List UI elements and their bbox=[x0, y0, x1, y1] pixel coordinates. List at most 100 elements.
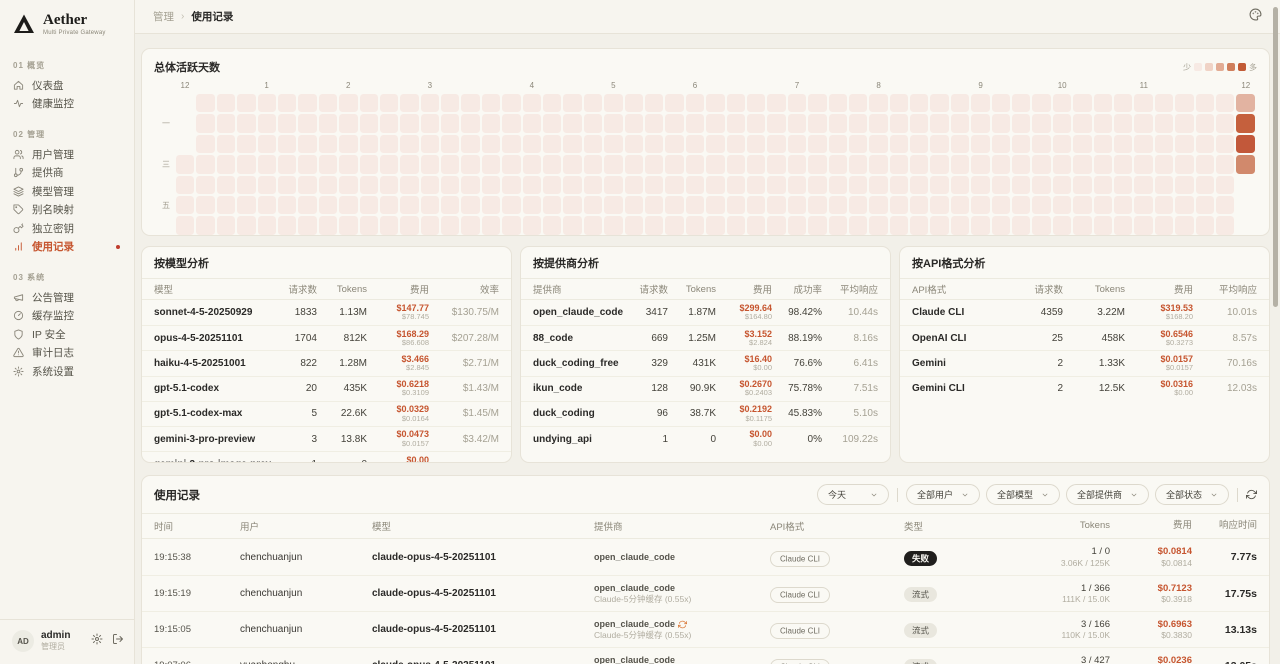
heatmap-cell[interactable] bbox=[400, 175, 419, 194]
heatmap-cell[interactable] bbox=[644, 94, 664, 113]
heatmap-cell[interactable] bbox=[971, 134, 990, 154]
heatmap-cell[interactable] bbox=[1195, 94, 1214, 113]
heatmap-cell[interactable] bbox=[237, 114, 256, 133]
heatmap-cell[interactable] bbox=[196, 94, 215, 113]
heatmap-cell[interactable] bbox=[502, 216, 521, 235]
heatmap-cell[interactable] bbox=[339, 94, 358, 113]
heatmap-cell[interactable] bbox=[930, 175, 949, 194]
heatmap-cell[interactable] bbox=[808, 94, 827, 113]
heatmap-cell[interactable] bbox=[665, 216, 684, 235]
heatmap-cell[interactable] bbox=[379, 175, 399, 194]
heatmap-cell[interactable] bbox=[400, 114, 419, 133]
heatmap-cell[interactable] bbox=[543, 175, 562, 194]
heatmap-cell[interactable] bbox=[1052, 155, 1072, 174]
heatmap-cell[interactable] bbox=[522, 155, 542, 174]
heatmap-cell[interactable] bbox=[318, 155, 338, 174]
heatmap-cell[interactable] bbox=[502, 155, 521, 174]
heatmap-cell[interactable] bbox=[1052, 94, 1072, 113]
heatmap-cell[interactable] bbox=[277, 155, 297, 174]
settings-gear-icon[interactable] bbox=[91, 632, 103, 650]
heatmap-cell[interactable] bbox=[176, 216, 195, 235]
heatmap-cell[interactable] bbox=[1134, 94, 1153, 113]
heatmap-cell[interactable] bbox=[1032, 114, 1051, 133]
heatmap-cell[interactable] bbox=[318, 195, 338, 215]
table-row[interactable]: haiku-4-5-20251001 822 1.28M $3.466 $2.845 $2… bbox=[142, 350, 511, 375]
sidebar-item-用户管理[interactable]: 用户管理 bbox=[0, 145, 134, 164]
heatmap-cell[interactable] bbox=[1052, 175, 1072, 194]
heatmap-cell[interactable] bbox=[461, 114, 480, 133]
heatmap-cell[interactable] bbox=[1175, 134, 1194, 154]
heatmap-cell[interactable] bbox=[257, 134, 276, 154]
heatmap-cell[interactable] bbox=[1113, 134, 1133, 154]
heatmap-cell[interactable] bbox=[1032, 155, 1051, 174]
heatmap-cell[interactable] bbox=[828, 216, 847, 235]
heatmap-cell[interactable] bbox=[1154, 134, 1174, 154]
heatmap-cell[interactable] bbox=[216, 155, 236, 174]
heatmap-cell[interactable] bbox=[1215, 134, 1235, 154]
heatmap-cell[interactable] bbox=[910, 114, 929, 133]
heatmap-cell[interactable] bbox=[950, 216, 970, 235]
heatmap-cell[interactable] bbox=[685, 195, 705, 215]
refresh-icon[interactable] bbox=[1246, 489, 1257, 500]
heatmap-cell[interactable] bbox=[869, 175, 888, 194]
heatmap-cell[interactable] bbox=[400, 195, 419, 215]
heatmap-cell[interactable] bbox=[910, 195, 929, 215]
heatmap-cell[interactable] bbox=[787, 114, 807, 133]
heatmap-cell[interactable] bbox=[420, 94, 440, 113]
heatmap-cell[interactable] bbox=[563, 114, 582, 133]
heatmap-cell[interactable] bbox=[1175, 94, 1194, 113]
heatmap-cell[interactable] bbox=[624, 134, 643, 154]
heatmap-cell[interactable] bbox=[685, 94, 705, 113]
heatmap-cell[interactable] bbox=[196, 155, 215, 174]
heatmap-cell[interactable] bbox=[685, 134, 705, 154]
heatmap-cell[interactable] bbox=[1236, 114, 1255, 133]
heatmap-cell[interactable] bbox=[848, 195, 868, 215]
heatmap-cell[interactable] bbox=[1093, 155, 1112, 174]
heatmap-cell[interactable] bbox=[420, 195, 440, 215]
filter-全部用户[interactable]: 全部用户 bbox=[905, 484, 980, 505]
heatmap-cell[interactable] bbox=[563, 134, 582, 154]
heatmap-cell[interactable] bbox=[1093, 175, 1112, 194]
heatmap-cell[interactable] bbox=[583, 195, 603, 215]
heatmap-cell[interactable] bbox=[787, 216, 807, 235]
heatmap-cell[interactable] bbox=[379, 114, 399, 133]
heatmap-cell[interactable] bbox=[665, 195, 684, 215]
heatmap-cell[interactable] bbox=[624, 114, 643, 133]
heatmap-cell[interactable] bbox=[889, 114, 909, 133]
heatmap-cell[interactable] bbox=[563, 175, 582, 194]
heatmap-cell[interactable] bbox=[746, 195, 766, 215]
sidebar-item-模型管理[interactable]: 模型管理 bbox=[0, 182, 134, 201]
sidebar-item-IP 安全[interactable]: IP 安全 bbox=[0, 325, 134, 344]
filter-全部状态[interactable]: 全部状态 bbox=[1154, 484, 1229, 505]
table-row[interactable]: Gemini CLI 2 12.5K $0.0316 $0.00 12.03s bbox=[900, 375, 1269, 401]
heatmap-cell[interactable] bbox=[237, 195, 256, 215]
heatmap-cell[interactable] bbox=[359, 175, 378, 194]
heatmap-cell[interactable] bbox=[1134, 195, 1153, 215]
heatmap-cell[interactable] bbox=[420, 175, 440, 194]
heatmap-cell[interactable] bbox=[216, 195, 236, 215]
heatmap-cell[interactable] bbox=[1195, 134, 1214, 154]
heatmap-cell[interactable] bbox=[543, 155, 562, 174]
heatmap-cell[interactable] bbox=[461, 216, 480, 235]
heatmap-cell[interactable] bbox=[624, 216, 643, 235]
heatmap-cell[interactable] bbox=[420, 134, 440, 154]
heatmap-cell[interactable] bbox=[298, 134, 317, 154]
heatmap-cell[interactable] bbox=[481, 155, 501, 174]
heatmap-cell[interactable] bbox=[726, 134, 745, 154]
heatmap-cell[interactable] bbox=[441, 134, 460, 154]
heatmap-cell[interactable] bbox=[604, 114, 623, 133]
heatmap-cell[interactable] bbox=[1113, 94, 1133, 113]
heatmap-cell[interactable] bbox=[1113, 155, 1133, 174]
heatmap-cell[interactable] bbox=[767, 114, 786, 133]
table-row[interactable]: sonnet-4-5-20250929 1833 1.13M $147.77 $78.7… bbox=[142, 300, 511, 325]
heatmap-cell[interactable] bbox=[176, 155, 195, 174]
usage-record-row[interactable]: 19:15:05 chenchuanjun claude-opus-4-5-2025… bbox=[142, 611, 1269, 647]
heatmap-cell[interactable] bbox=[991, 134, 1011, 154]
heatmap-cell[interactable] bbox=[1093, 134, 1112, 154]
heatmap-cell[interactable] bbox=[746, 114, 766, 133]
heatmap-cell[interactable] bbox=[604, 175, 623, 194]
heatmap-cell[interactable] bbox=[930, 155, 949, 174]
heatmap-cell[interactable] bbox=[502, 114, 521, 133]
heatmap-cell[interactable] bbox=[1052, 216, 1072, 235]
heatmap-cell[interactable] bbox=[359, 155, 378, 174]
